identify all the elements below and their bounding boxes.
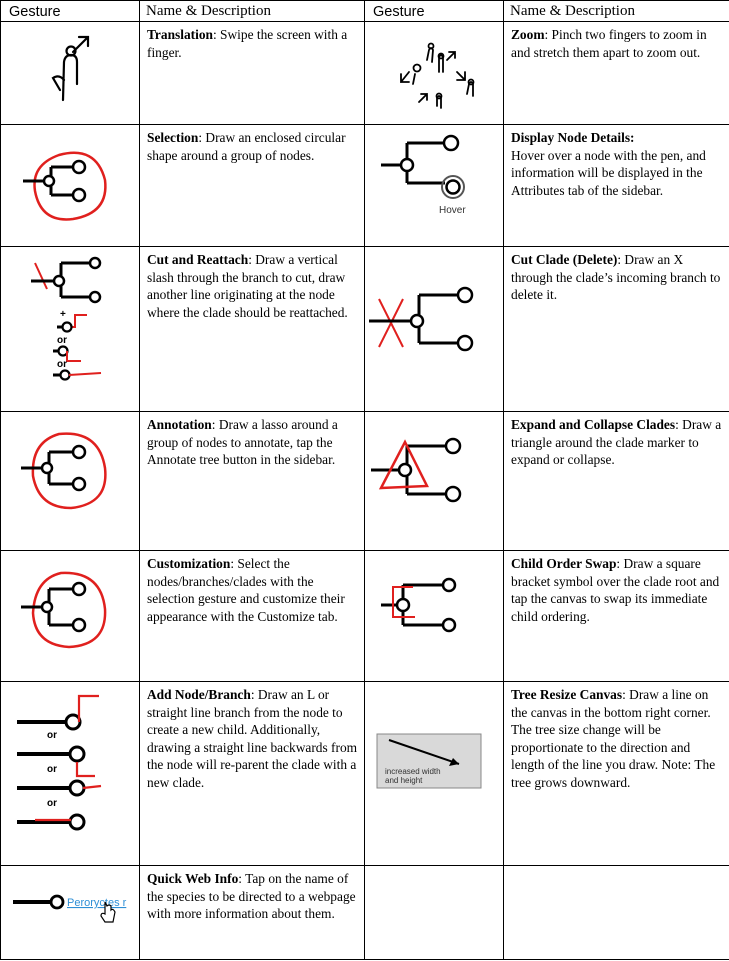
display-node-details-description: Hover over a node with the pen, and info…: [511, 147, 706, 198]
expand-collapse-gesture-icon: [364, 411, 504, 551]
expand-collapse-name: Expand and Collapse Clades: [511, 417, 676, 432]
table-row: Customization: Select the nodes/branches…: [0, 550, 729, 682]
table-row: or or or Add Node/Branch: Draw an L or s…: [0, 681, 729, 866]
expand-collapse-description: : Draw a triangle around the clade marke…: [511, 417, 722, 468]
selection-name: Selection: [147, 130, 199, 145]
add-node-branch-cell: Add Node/Branch: Draw an L or straight l…: [139, 681, 365, 866]
quick-web-info-gesture-icon: Peroryctes r: [0, 865, 140, 960]
add-node-branch-description: : Draw an L or straight line branch from…: [147, 687, 358, 790]
cut-and-reattach-cell: Cut and Reattach: Draw a vertical slash …: [139, 246, 365, 412]
hover-gesture-icon: Hover: [364, 124, 504, 247]
cut-and-reattach-name: Cut and Reattach: [147, 252, 249, 267]
cut-clade-gesture-icon: [364, 246, 504, 412]
annotation-name: Annotation: [147, 417, 212, 432]
table-row: Annotation: Draw a lasso around a group …: [0, 411, 729, 551]
child-order-swap-description: : Draw a square bracket symbol over the …: [511, 556, 720, 624]
quick-web-info-cell: Quick Web Info: Tap on the name of the s…: [139, 865, 365, 960]
add-node-branch-gesture-icon: or or or: [0, 681, 140, 866]
header-gesture-right: Gesture: [364, 0, 504, 22]
selection-gesture-icon: [0, 124, 140, 247]
or-label: or: [57, 335, 67, 346]
cut-clade-description: : Draw an X through the clade’s incoming…: [511, 252, 721, 303]
or-label: or: [47, 798, 57, 809]
customization-gesture-icon: [0, 550, 140, 682]
display-node-details-name: Display Node Details:: [511, 130, 635, 145]
annotation-gesture-icon: [0, 411, 140, 551]
table-row: + or or Cut and Reattach: Draw a vertica…: [0, 246, 729, 412]
translation-gesture-icon: [0, 21, 140, 125]
empty-cell: [364, 865, 504, 960]
cut-clade-name: Cut Clade (Delete): [511, 252, 618, 267]
or-label: or: [47, 764, 57, 775]
resize-box-line2: and height: [385, 776, 423, 785]
annotation-description: : Draw a lasso around a group of nodes t…: [147, 417, 338, 468]
child-order-swap-gesture-icon: [364, 550, 504, 682]
customization-name: Customization: [147, 556, 231, 571]
plus-label: +: [60, 309, 66, 320]
quick-web-info-name: Quick Web Info: [147, 871, 239, 886]
add-node-branch-name: Add Node/Branch: [147, 687, 251, 702]
tree-resize-cell: Tree Resize Canvas: Draw a line on the c…: [503, 681, 729, 866]
quick-web-info-description: : Tap on the name of the species to be d…: [147, 871, 356, 922]
table-row: Translation: Swipe the screen with a fin…: [0, 21, 729, 125]
child-order-swap-name: Child Order Swap: [511, 556, 617, 571]
cut-and-reattach-description: : Draw a vertical slash through the bran…: [147, 252, 348, 320]
header-name-description-right: Name & Description: [503, 0, 729, 22]
annotation-cell: Annotation: Draw a lasso around a group …: [139, 411, 365, 551]
translation-description: : Swipe the screen with a finger.: [147, 27, 348, 60]
customization-cell: Customization: Select the nodes/branches…: [139, 550, 365, 682]
tree-resize-name: Tree Resize Canvas: [511, 687, 623, 702]
hover-label: Hover: [439, 205, 466, 216]
zoom-description: : Pinch two fingers to zoom in and stret…: [511, 27, 707, 60]
zoom-gesture-icon: [364, 21, 504, 125]
empty-cell: [503, 865, 729, 960]
species-link[interactable]: Peroryctes r: [67, 897, 127, 909]
translation-name: Translation: [147, 27, 213, 42]
resize-box-line1: increased width: [385, 767, 441, 776]
selection-description: : Draw an enclosed circular shape around…: [147, 130, 346, 163]
header-gesture-left: Gesture: [0, 0, 140, 22]
display-node-details-cell: Display Node Details: Hover over a node …: [503, 124, 729, 247]
selection-cell: Selection: Draw an enclosed circular sha…: [139, 124, 365, 247]
zoom-name: Zoom: [511, 27, 545, 42]
hand-cursor-icon: [100, 901, 116, 923]
or-label: or: [47, 730, 57, 741]
tree-resize-description: : Draw a line on the canvas in the botto…: [511, 687, 716, 790]
customization-description: : Select the nodes/branches/clades with …: [147, 556, 345, 624]
header-name-description-left: Name & Description: [139, 0, 365, 22]
table-row: Selection: Draw an enclosed circular sha…: [0, 124, 729, 247]
child-order-swap-cell: Child Order Swap: Draw a square bracket …: [503, 550, 729, 682]
table-row: Peroryctes r Quick Web Info: Tap on the …: [0, 865, 729, 960]
cut-and-reattach-gesture-icon: + or or: [0, 246, 140, 412]
tree-resize-gesture-icon: increased width and height: [364, 681, 504, 866]
or-label: or: [57, 359, 67, 370]
cut-clade-cell: Cut Clade (Delete): Draw an X through th…: [503, 246, 729, 412]
translation-cell: Translation: Swipe the screen with a fin…: [139, 21, 365, 125]
zoom-cell: Zoom: Pinch two fingers to zoom in and s…: [503, 21, 729, 125]
expand-collapse-cell: Expand and Collapse Clades: Draw a trian…: [503, 411, 729, 551]
